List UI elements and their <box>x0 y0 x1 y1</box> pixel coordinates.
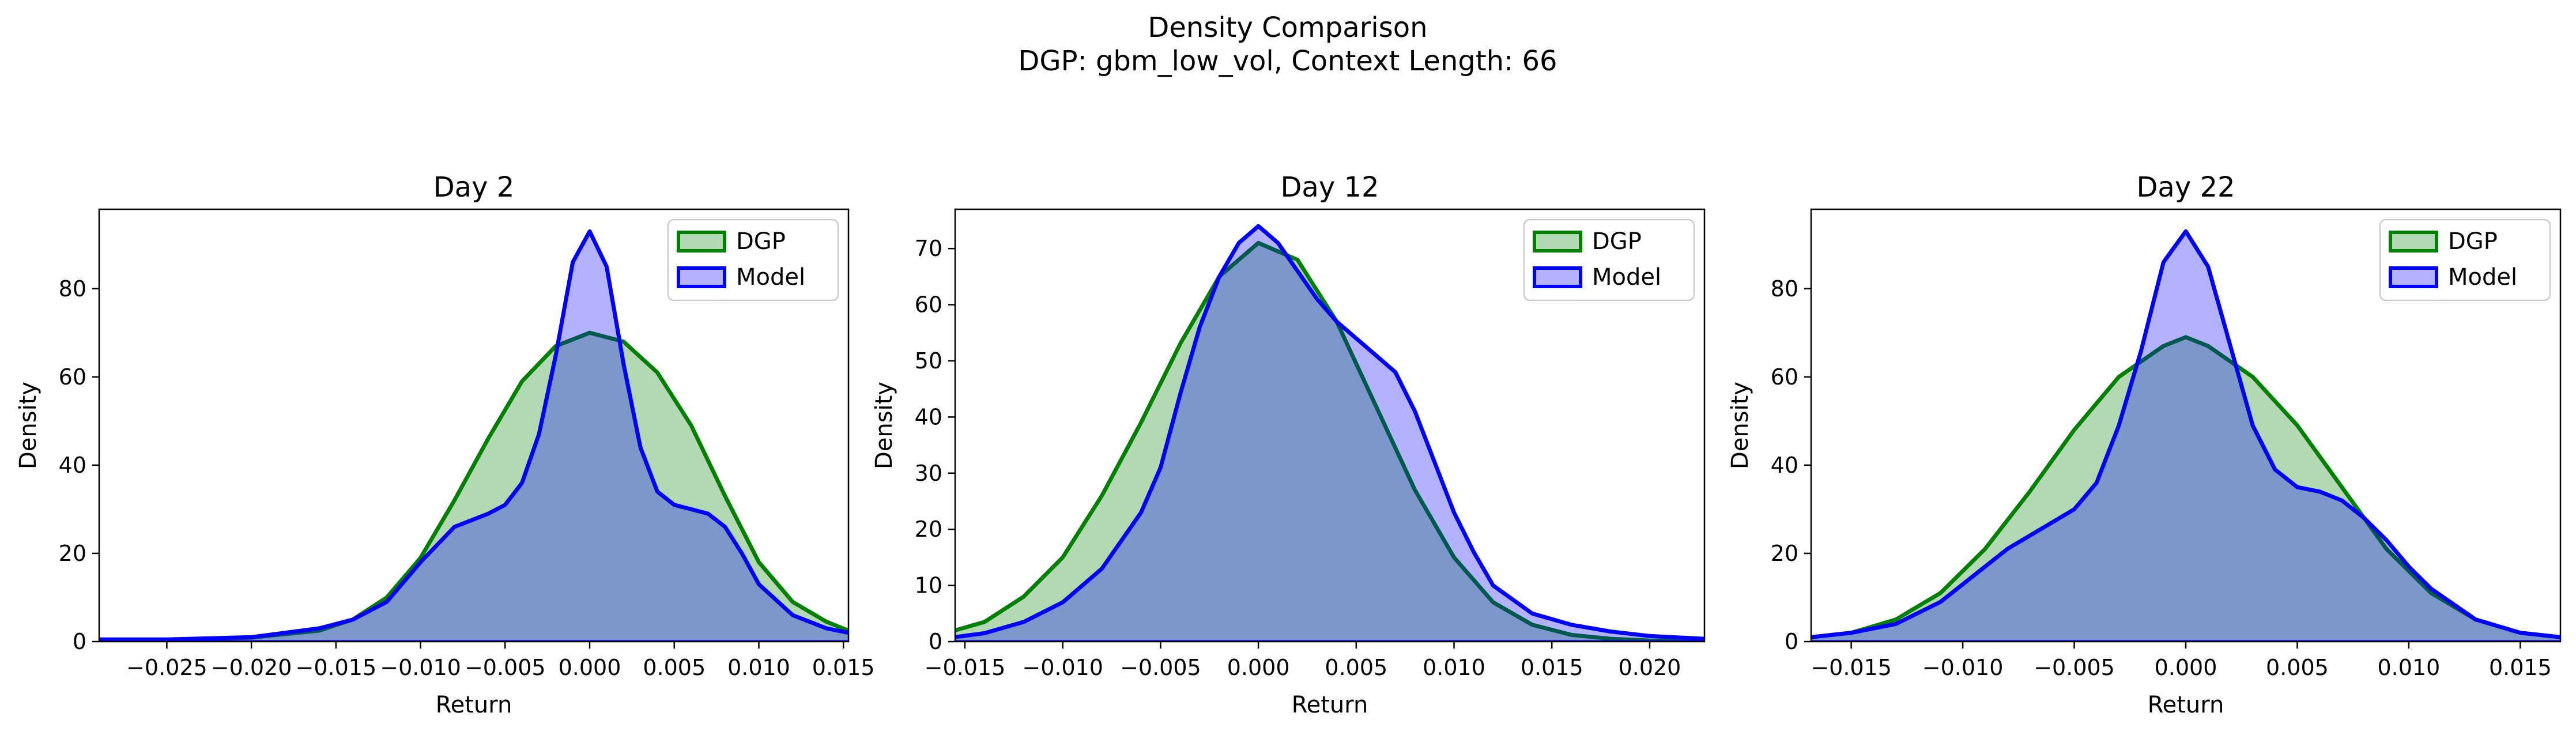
y-axis-label: Density <box>1727 382 1753 469</box>
y-tick-label: 20 <box>59 541 86 566</box>
x-tick-label: 0.015 <box>1521 655 1583 680</box>
legend-swatch-dgp <box>1533 231 1582 252</box>
y-tick-label: 0 <box>73 629 86 654</box>
plot-area <box>955 224 1704 642</box>
x-tick-label: −0.005 <box>465 655 546 680</box>
x-tick-label: −0.010 <box>380 655 461 680</box>
dgp-density-line <box>955 240 1704 642</box>
y-tick-label: 50 <box>915 348 942 374</box>
x-tick-label: −0.015 <box>925 655 1006 680</box>
legend-frame <box>667 218 839 301</box>
subplot-2: −0.015 −0.010 −0.005 0.000 0.005 0.010 0.015 0.… <box>871 171 1706 718</box>
x-tick-label: 0.000 <box>1227 655 1290 680</box>
x-tick-label: 0.000 <box>559 655 621 680</box>
x-tick-label: −0.005 <box>2034 655 2115 680</box>
dgp-density-fill <box>1811 337 2560 642</box>
x-axis-label: Return <box>2148 692 2224 718</box>
x-axis-label: Return <box>436 692 512 718</box>
x-tick-label: 0.020 <box>1619 655 1681 680</box>
y-tick-label: 20 <box>915 517 942 542</box>
x-tick-label: 0.010 <box>2378 655 2441 680</box>
y-tick-label: 20 <box>1771 541 1798 566</box>
x-tick-label: 0.010 <box>1423 655 1485 680</box>
x-tick-label: −0.015 <box>1811 655 1892 680</box>
y-tick-label: 0 <box>1785 629 1798 654</box>
legend-frame <box>2379 218 2551 301</box>
dgp-density-fill <box>99 333 848 642</box>
y-tick-label: 40 <box>915 404 942 429</box>
y-tick-label: 60 <box>59 364 86 390</box>
y-tick-label: 30 <box>915 461 942 486</box>
model-density-fill <box>1811 231 2560 642</box>
model-density-fill <box>99 231 848 642</box>
y-tick-label: 60 <box>1771 364 1798 390</box>
legend: DGP Model <box>667 218 839 301</box>
model-density-fill <box>955 226 1704 642</box>
legend-swatch-dgp <box>2389 231 2438 252</box>
legend: DGP Model <box>2379 218 2551 301</box>
legend-label-dgp: DGP <box>2448 228 2498 255</box>
subplot-title: Day 22 <box>2136 171 2235 203</box>
model-density-line <box>1811 229 2560 639</box>
model-density-line <box>99 229 848 642</box>
y-tick-label: 10 <box>915 573 942 598</box>
subplots: −0.025 −0.020 −0.015 −0.010 −0.005 0.000 0.005… <box>15 171 2562 718</box>
legend-label-model: Model <box>736 264 805 291</box>
plot-area <box>1811 229 2560 642</box>
subplot-title: Day 12 <box>1280 171 1379 203</box>
x-tick-label: 0.000 <box>2155 655 2217 680</box>
legend-swatch-dgp <box>677 231 726 252</box>
legend-swatch-model <box>1533 266 1582 288</box>
y-tick-label: 0 <box>929 629 942 654</box>
x-tick-label: 0.005 <box>643 655 706 680</box>
y-tick-label: 40 <box>1771 453 1798 478</box>
x-tick-label: 0.015 <box>812 655 875 680</box>
y-tick-label: 60 <box>915 292 942 318</box>
x-tick-label: −0.015 <box>296 655 377 680</box>
axes-frame <box>954 208 1706 643</box>
x-tick-label: 0.005 <box>2266 655 2329 680</box>
x-tick-label: −0.010 <box>1022 655 1103 680</box>
legend: DGP Model <box>1523 218 1695 301</box>
legend-label-model: Model <box>1592 264 1661 291</box>
axes-frame <box>98 208 850 643</box>
x-axis-label: Return <box>1292 692 1368 718</box>
x-tick-label: −0.025 <box>126 655 208 680</box>
x-tick-label: 0.005 <box>1325 655 1387 680</box>
x-tick-label: −0.010 <box>1922 655 2004 680</box>
legend-frame <box>1523 218 1695 301</box>
y-tick-label: 40 <box>59 453 86 478</box>
y-tick-label: 70 <box>915 236 942 261</box>
x-tick-label: −0.005 <box>1120 655 1201 680</box>
y-tick-label: 80 <box>59 276 86 301</box>
x-tick-label: 0.010 <box>727 655 790 680</box>
y-axis-label: Density <box>15 382 42 469</box>
legend-swatch-model <box>2389 266 2438 288</box>
suptitle-line2: DGP: gbm_low_vol, Context Length: 66 <box>1018 45 1557 77</box>
x-tick-label: −0.020 <box>211 655 292 680</box>
suptitle-line1: Density Comparison <box>1148 12 1427 44</box>
model-density-line <box>955 224 1704 641</box>
dgp-density-fill <box>955 243 1704 642</box>
subplot-1: −0.025 −0.020 −0.015 −0.010 −0.005 0.000 0.005… <box>15 171 875 718</box>
legend-swatch-model <box>677 266 726 288</box>
y-tick-label: 80 <box>1771 276 1798 301</box>
subplot-title: Day 2 <box>433 171 515 203</box>
legend-label-dgp: DGP <box>1592 228 1642 255</box>
y-axis-label: Density <box>871 382 897 469</box>
dgp-density-line <box>1811 335 2560 639</box>
legend-label-dgp: DGP <box>736 228 786 255</box>
subplot-3: −0.015 −0.010 −0.005 0.000 0.005 0.010 0.015 0 2… <box>1727 171 2562 718</box>
plot-area <box>99 229 848 642</box>
legend-label-model: Model <box>2448 264 2517 291</box>
x-tick-label: 0.015 <box>2489 655 2552 680</box>
